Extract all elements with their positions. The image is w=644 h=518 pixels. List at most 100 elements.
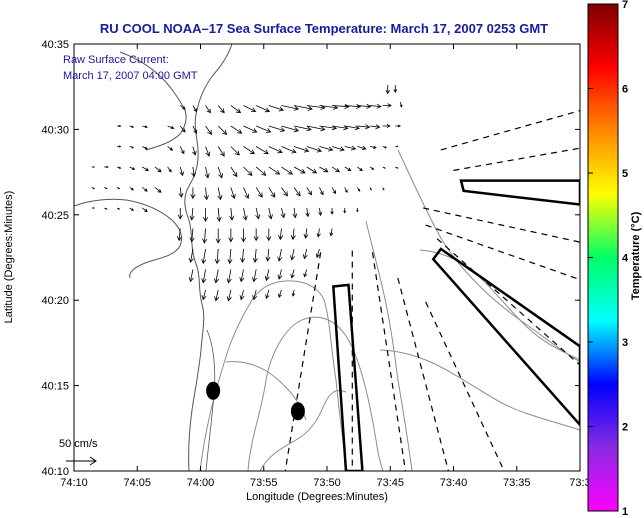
current-vector	[344, 145, 357, 151]
current-vector	[369, 187, 372, 191]
current-vector	[227, 248, 233, 265]
surface-current-vectors	[91, 84, 403, 302]
current-vector	[319, 146, 334, 152]
current-vector	[154, 166, 162, 173]
current-vector	[239, 269, 245, 283]
current-vector	[116, 207, 121, 210]
station-marker	[290, 402, 305, 421]
current-vector	[201, 248, 207, 265]
current-vector	[129, 207, 134, 211]
current-vector	[190, 187, 196, 200]
current-vector	[179, 166, 184, 177]
colorbar-label: Temperature (°C)	[630, 211, 642, 300]
channel-outlines	[331, 179, 580, 471]
channel-outline	[431, 247, 580, 427]
current-vector	[226, 289, 232, 302]
current-vector	[243, 146, 256, 155]
current-vector	[167, 166, 172, 173]
current-vector	[382, 187, 385, 191]
current-vector	[369, 103, 382, 109]
current-vector	[243, 166, 253, 176]
current-vector	[344, 187, 348, 194]
x-tick-label: 74:10	[60, 477, 88, 489]
current-vector	[142, 207, 148, 213]
current-vector	[189, 207, 195, 221]
current-vector	[281, 125, 300, 133]
current-vector	[129, 125, 135, 128]
bathymetry-contour	[199, 280, 348, 471]
current-vector	[213, 269, 220, 284]
y-tick-label: 40:30	[41, 124, 69, 136]
current-vector	[217, 125, 228, 135]
y-axis: 40:35 40:30 40:25 40:20 40:15 40:10	[41, 39, 580, 478]
current-vector	[167, 146, 174, 151]
current-vector	[255, 187, 263, 198]
current-vector	[344, 103, 362, 109]
current-vector	[240, 248, 246, 263]
dashed-line	[397, 277, 450, 471]
y-axis-label: Latitude (Degrees:Minutes)	[3, 191, 15, 324]
current-vector	[265, 289, 270, 300]
current-vector	[357, 166, 363, 172]
current-vector	[303, 269, 308, 278]
dashed-line	[425, 224, 580, 281]
current-vector	[129, 187, 134, 191]
current-vector	[281, 187, 288, 197]
current-vector	[230, 146, 240, 156]
current-vector	[201, 269, 207, 284]
colorbar-ticks: 1 2 3 4 5 6 7	[588, 0, 629, 518]
current-vector	[281, 166, 293, 175]
current-vector	[290, 269, 295, 279]
bathymetry-contour	[365, 220, 413, 471]
current-vector	[104, 187, 108, 190]
current-vector	[117, 145, 122, 148]
current-vector	[382, 166, 386, 169]
colorbar-tick-label: 4	[622, 253, 629, 265]
current-vector	[306, 166, 318, 174]
current-vector	[142, 166, 150, 172]
dashed-line	[440, 110, 580, 151]
current-vector	[255, 105, 271, 113]
current-vector	[230, 187, 236, 200]
current-vector	[331, 125, 349, 131]
current-vector	[252, 289, 258, 301]
current-vector	[265, 248, 271, 262]
x-axis-label: Longitude (Degrees:Minutes)	[246, 491, 388, 503]
current-vector	[357, 145, 367, 151]
current-vector	[226, 269, 232, 284]
current-vector	[332, 103, 350, 109]
current-vector	[395, 124, 401, 128]
current-vector	[293, 146, 310, 153]
current-vector	[176, 228, 182, 242]
current-vector	[382, 103, 392, 108]
current-vector	[331, 166, 340, 173]
current-vector	[268, 187, 276, 198]
current-vector	[104, 165, 109, 169]
current-vector	[319, 187, 324, 196]
current-vector	[356, 207, 359, 213]
colorbar-tick-label: 3	[622, 337, 628, 349]
current-vector	[329, 228, 334, 237]
current-vector	[215, 228, 221, 244]
current-vector	[243, 187, 250, 200]
current-vector	[177, 207, 183, 220]
current-vector	[294, 105, 313, 111]
dashed-line	[436, 238, 580, 366]
current-vector	[344, 125, 360, 131]
y-tick-label: 40:20	[41, 295, 69, 307]
current-vector	[278, 228, 284, 241]
current-vector	[230, 166, 238, 178]
current-vector	[369, 166, 375, 170]
current-vector	[385, 84, 390, 95]
current-vector	[192, 146, 197, 156]
current-vector	[306, 125, 326, 132]
current-vector	[290, 228, 296, 241]
current-vector	[256, 125, 272, 133]
y-tick-label: 40:10	[41, 466, 69, 478]
current-vector	[129, 166, 136, 170]
current-vector	[277, 269, 283, 280]
current-vector	[91, 166, 95, 168]
current-vector	[204, 166, 210, 179]
current-vector	[179, 146, 185, 155]
current-vector	[201, 289, 207, 301]
